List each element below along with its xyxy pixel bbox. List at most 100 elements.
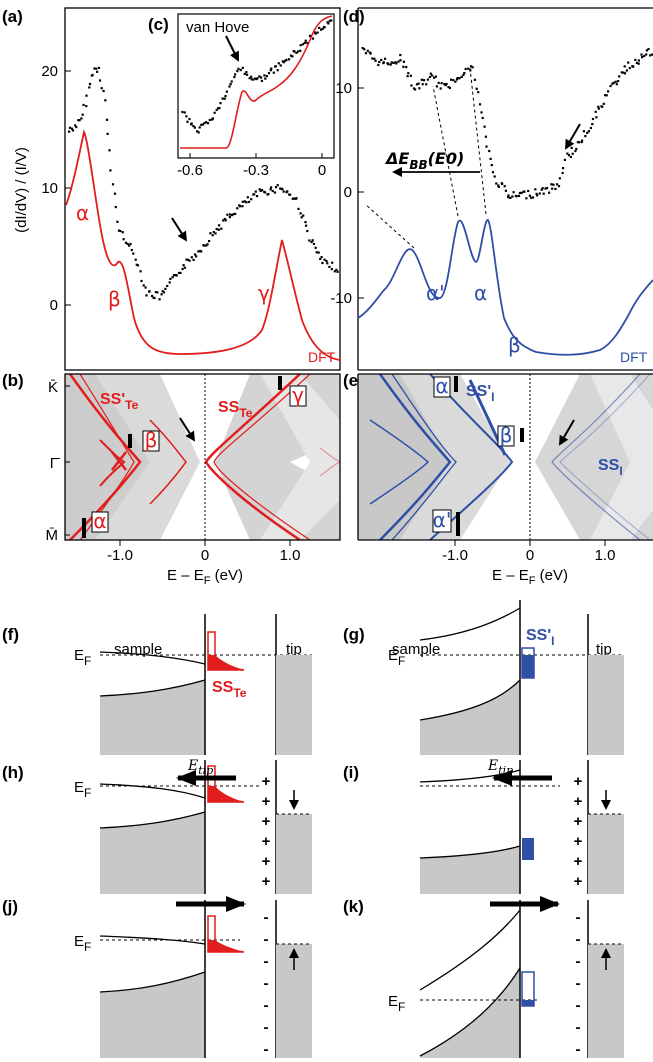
panel-a-label-alpha: α	[76, 201, 89, 225]
panel-label-i: (i)	[343, 763, 359, 782]
panel-a-ytick-0: 0	[50, 297, 58, 314]
panel-a-frame	[64, 7, 341, 371]
panel-h-etip: Etip	[187, 758, 213, 777]
panel-c-xtick-0: -0.6	[177, 162, 203, 179]
panel-labels: (a) (b) (c) (d) (e) (f) (g) (h) (i) (j) …	[2, 7, 365, 916]
panel-e-xtick-0: -1.0	[442, 547, 468, 564]
panel-b-xtick-1: 0	[201, 547, 209, 564]
panel-f-tip: tip	[286, 641, 302, 658]
panel-label-d: (d)	[343, 7, 365, 26]
panel-b-box-alpha: α	[93, 509, 106, 533]
svg-text:+: +	[262, 793, 271, 810]
svg-text:-: -	[576, 975, 581, 992]
panel-d-label-beta: β	[508, 333, 521, 357]
panel-i: Etip + + + + + +	[419, 758, 624, 894]
svg-text:-: -	[576, 931, 581, 948]
panel-j-ef: EF	[74, 933, 91, 954]
panel-f-ef: EF	[74, 647, 91, 668]
panel-label-a: (a)	[2, 7, 23, 26]
panel-label-h: (h)	[2, 763, 24, 782]
panel-d-ytick-m10: -10	[330, 290, 352, 307]
panel-f-ss: SSTe	[212, 679, 247, 700]
panel-j: EF - - - - - - -	[74, 896, 312, 1058]
svg-text:+: +	[574, 873, 583, 890]
panel-c-arrow	[225, 35, 239, 62]
panel-g-ss: SS'I	[526, 627, 555, 648]
panel-b-label-ss: SSTe	[218, 399, 253, 420]
panel-b: K̄ Γ̄ M̄ SS'Te SSTe β γ α -1.0 0 1.0 E –…	[46, 373, 341, 587]
panel-g-tip: tip	[596, 641, 612, 658]
panel-label-k: (k)	[343, 897, 364, 916]
panel-c-experimental-dots	[181, 19, 333, 134]
svg-text:+: +	[574, 813, 583, 830]
panel-e: α SS'I β α' SSI -1.0 0 1.0 E – EF (eV)	[357, 373, 653, 587]
panel-a-experimental-dots	[68, 66, 339, 301]
svg-text:+: +	[262, 873, 271, 890]
panel-label-g: (g)	[343, 625, 365, 644]
panel-a-ylabel: (dI/dV) / (I/V)	[13, 147, 30, 233]
panel-d-arrow	[564, 123, 581, 150]
svg-text:+: +	[574, 793, 583, 810]
svg-text:-: -	[576, 997, 581, 1014]
svg-text:+: +	[262, 813, 271, 830]
panel-a: 0 10 20 (dI/dV) / (I/V) α β γ DFT	[13, 7, 341, 371]
svg-text:-: -	[264, 909, 269, 926]
panel-a-ytick-20: 20	[41, 63, 58, 80]
svg-text:-: -	[576, 909, 581, 926]
panel-k: EF - - - - - - -	[388, 896, 624, 1058]
panel-e-xtick-1: 0	[526, 547, 534, 564]
svg-text:-: -	[576, 1019, 581, 1036]
panel-b-xtick-0: -1.0	[107, 547, 133, 564]
panel-e-xlabel: E – EF (eV)	[492, 567, 568, 587]
panel-i-etip: Etip	[487, 758, 513, 777]
panel-label-j: (j)	[2, 897, 18, 916]
panel-b-arrow	[179, 417, 196, 442]
panel-c-xtick-2: 0	[318, 162, 326, 179]
panel-e-label-ss: SSI	[598, 457, 623, 478]
panel-h: Etip EF + + + + + +	[74, 758, 312, 894]
panel-e-box-alpha-prime: α'	[433, 508, 452, 532]
panel-k-ef: EF	[388, 993, 405, 1014]
svg-text:+: +	[262, 853, 271, 870]
panel-b-xtick-2: 1.0	[280, 547, 301, 564]
svg-text:-: -	[264, 975, 269, 992]
panel-a-ytick-10: 10	[41, 180, 58, 197]
panel-b-klabel-M: M̄	[46, 527, 59, 544]
panel-d-experimental-dots	[361, 47, 653, 200]
panel-d-ytick-0: 0	[344, 184, 352, 201]
panel-d-dashed-2	[432, 85, 459, 217]
panel-c-dft-curve	[180, 15, 333, 149]
svg-text:-: -	[264, 953, 269, 970]
panel-d-ytick-10: 10	[335, 80, 352, 97]
panel-f: sample tip EF SSTe	[74, 614, 312, 755]
panel-e-box-alpha: α	[435, 374, 448, 398]
panel-d-dashed-1	[364, 203, 415, 249]
panel-d-shift-label: ΔEBB(E0)	[384, 149, 464, 172]
panel-label-b: (b)	[2, 371, 24, 390]
panel-b-box-gamma: γ	[292, 383, 304, 407]
panel-d-label-alpha-prime: α'	[426, 281, 445, 305]
svg-text:-: -	[264, 1041, 269, 1058]
svg-text:-: -	[264, 1019, 269, 1036]
panel-e-xtick-2: 1.0	[595, 547, 616, 564]
panel-g-ef: EF	[388, 647, 405, 668]
svg-text:+: +	[262, 773, 271, 790]
panel-a-label-gamma: γ	[258, 281, 270, 305]
panel-c-xtick-1: -0.3	[243, 162, 269, 179]
svg-text:-: -	[576, 1041, 581, 1058]
panel-e-label-ssprime: SS'I	[466, 383, 495, 404]
panel-label-f: (f)	[2, 625, 19, 644]
panel-b-frame	[64, 373, 341, 541]
panel-b-label-ssprime: SS'Te	[100, 391, 139, 412]
panel-a-dft-curve	[65, 129, 341, 361]
panel-e-box-beta: β	[500, 423, 513, 447]
panel-a-arrow	[171, 217, 188, 242]
panel-c: van Hove -0.6 -0.3 0	[177, 13, 335, 179]
svg-text:+: +	[574, 853, 583, 870]
svg-text:-: -	[264, 997, 269, 1014]
svg-text:-: -	[576, 953, 581, 970]
panel-b-klabel-K: K̄	[48, 379, 58, 396]
svg-text:+: +	[574, 833, 583, 850]
panel-a-dft-label: DFT	[308, 349, 336, 365]
